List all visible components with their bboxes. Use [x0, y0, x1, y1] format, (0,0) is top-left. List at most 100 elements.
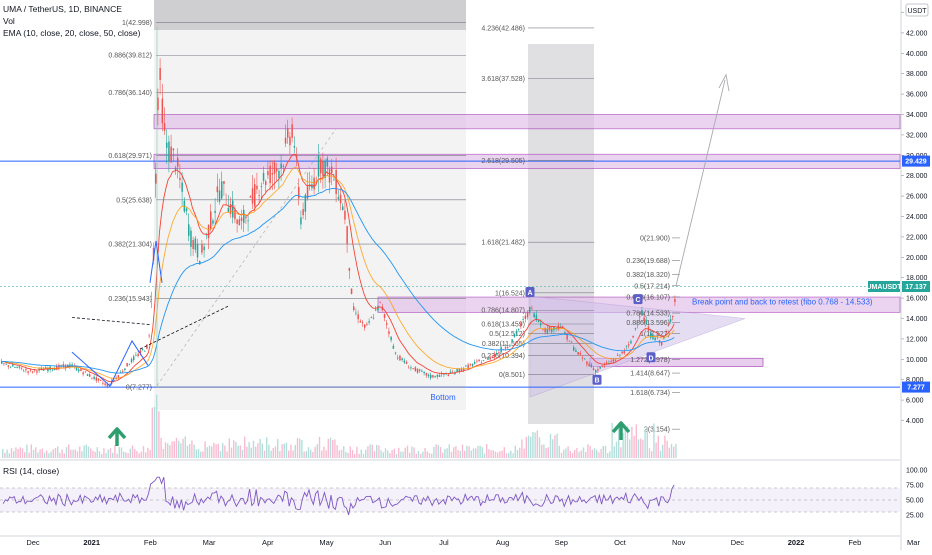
candle-body	[634, 328, 637, 330]
fib-label-mid: 4.236(42.486)	[481, 25, 525, 32]
pattern-point-d-label: D	[648, 355, 653, 362]
candle-body	[353, 306, 355, 311]
volume-bar	[646, 427, 648, 458]
volume-bar	[336, 445, 338, 458]
candle-body	[221, 181, 223, 199]
candle-body	[597, 369, 599, 371]
volume-bar	[439, 446, 442, 458]
volume-bar	[138, 453, 140, 458]
volume-bar	[327, 438, 329, 458]
volume-bar	[501, 450, 503, 458]
volume-bar	[98, 451, 101, 458]
candle-body	[75, 367, 78, 371]
candle-body	[628, 344, 630, 346]
candle-body	[482, 360, 485, 362]
symbol-title[interactable]: UMA / TetherUS, 1D, BINANCE	[3, 4, 122, 14]
candle-body	[584, 358, 586, 360]
volume-bar	[670, 443, 673, 458]
candle-body	[84, 371, 87, 373]
candle-body	[537, 320, 540, 322]
volume-bar	[448, 444, 450, 458]
rsi-legend[interactable]: RSI (14, close)	[3, 466, 60, 476]
candle-body	[491, 356, 494, 358]
candle-body	[368, 321, 370, 323]
fib-label-left: 0(7.277)	[126, 385, 152, 392]
volume-bar	[442, 452, 444, 458]
candle-body	[425, 373, 428, 376]
candle-body	[141, 349, 144, 350]
candle-body	[271, 173, 274, 175]
candle-body	[531, 307, 533, 309]
rsi-tick-label: 100.00	[906, 468, 928, 475]
pattern-point-c	[633, 294, 643, 305]
candle-body	[196, 243, 199, 258]
volume-bar	[171, 441, 173, 458]
candle-body	[546, 328, 549, 334]
candle-body	[419, 369, 421, 371]
time-tick-label: Feb	[144, 538, 157, 547]
volume-bar	[211, 446, 213, 458]
volume-bar	[571, 452, 574, 458]
candle-body	[650, 332, 652, 338]
volume-bar	[563, 449, 565, 458]
volume-bar	[554, 435, 556, 458]
candle-body	[86, 374, 89, 376]
candle-body	[509, 345, 511, 347]
fib-label-mid: 0.382(11.565)	[482, 341, 525, 348]
candle-body	[9, 366, 12, 368]
volume-bar	[514, 445, 516, 458]
candle-body	[119, 371, 122, 373]
candle-body	[18, 366, 21, 368]
volume-bar	[314, 446, 316, 458]
candle-body	[47, 368, 49, 372]
candle-body	[372, 317, 375, 319]
rsi-tick-label: 75.00	[906, 483, 924, 490]
candle-body	[190, 230, 192, 247]
candle-body	[507, 347, 509, 348]
volume-bar	[395, 453, 398, 458]
green-up-arrow	[611, 421, 631, 434]
candle-body	[1, 361, 3, 364]
volume-bar	[195, 449, 197, 458]
volume-bar	[224, 445, 226, 458]
volume-bar	[664, 435, 666, 458]
volume-bar	[655, 442, 657, 458]
volume-bar	[356, 446, 358, 458]
rsi-tick-label: 50.00	[906, 498, 924, 505]
volume-bar	[431, 453, 433, 458]
volume-bar	[103, 448, 105, 458]
time-tick-label: May	[319, 538, 333, 547]
volume-bar	[116, 453, 118, 458]
volume-bar	[323, 446, 325, 458]
volume-bar	[596, 449, 598, 458]
pattern-point-a-label: A	[527, 290, 532, 297]
volume-bar	[28, 452, 30, 458]
volume-bar	[552, 439, 554, 458]
volume-bar	[545, 448, 547, 458]
volume-bar	[521, 439, 523, 458]
time-tick-label: Mar	[203, 538, 216, 547]
volume-bar	[8, 453, 10, 458]
candle-body	[551, 329, 553, 332]
candle-body	[148, 335, 150, 337]
pattern-point-a	[525, 286, 535, 297]
volume-bar	[228, 438, 230, 458]
fib-label-left: 0.236(15.943)	[108, 296, 152, 303]
candle-body	[247, 220, 249, 222]
candle-body	[287, 127, 289, 138]
ema-legend[interactable]: EMA (10, close, 20, close, 50, close)	[3, 28, 141, 38]
volume-bar	[118, 446, 120, 458]
time-tick-label: 2022	[788, 538, 805, 547]
candle-body	[630, 341, 632, 344]
fib-label-right: 0.786(14.533)	[626, 311, 670, 318]
price-tick-label: 42.000	[906, 30, 928, 37]
fib-label-right: 0.5(17.214)	[634, 283, 670, 290]
volume-bar	[41, 448, 43, 458]
volume-bar	[626, 426, 629, 458]
volume-legend[interactable]: Vol	[3, 16, 15, 26]
price-tick-label: 4.000	[906, 418, 924, 425]
volume-bar	[673, 446, 675, 458]
volume-bar	[530, 436, 532, 458]
projection-arrowhead	[718, 73, 730, 92]
